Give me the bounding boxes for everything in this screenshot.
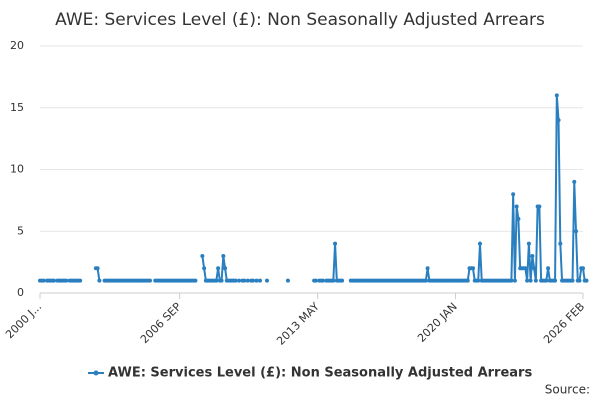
point <box>221 253 226 258</box>
point <box>313 278 318 283</box>
point <box>214 278 219 283</box>
point <box>530 253 535 258</box>
point <box>254 278 259 283</box>
point <box>525 278 530 283</box>
point <box>216 266 221 271</box>
x-tick-label: 2006 SEP <box>138 300 184 346</box>
line <box>350 95 587 282</box>
point <box>537 204 542 209</box>
x-tick-label: 2000 J... <box>3 300 44 341</box>
point <box>556 118 561 123</box>
point <box>242 278 247 283</box>
point <box>523 266 528 271</box>
point <box>528 278 533 283</box>
point <box>219 278 224 283</box>
point <box>546 266 551 271</box>
point <box>558 241 563 246</box>
point <box>264 278 269 283</box>
point <box>471 266 476 271</box>
x-tick-label: 2026 FEB <box>541 300 587 346</box>
point <box>233 278 238 283</box>
point <box>193 278 198 283</box>
source: Source: <box>545 383 590 397</box>
point <box>41 278 46 283</box>
point <box>340 278 345 283</box>
point <box>577 278 582 283</box>
point <box>333 241 338 246</box>
point <box>331 278 336 283</box>
point <box>285 278 290 283</box>
point <box>257 278 262 283</box>
point <box>512 278 517 283</box>
y-tick-label: 15 <box>10 101 24 114</box>
y-tick-label: 20 <box>10 39 24 52</box>
point <box>95 266 100 271</box>
point <box>572 179 577 184</box>
y-tick-label: 10 <box>10 163 24 176</box>
point <box>511 192 516 197</box>
point <box>237 278 242 283</box>
point <box>526 241 531 246</box>
point <box>78 278 83 283</box>
point <box>516 216 521 221</box>
point <box>223 266 228 271</box>
legend-marker <box>93 370 99 376</box>
point <box>147 278 152 283</box>
y-tick-label: 0 <box>17 286 24 299</box>
point <box>251 278 256 283</box>
point <box>584 278 589 283</box>
point <box>514 204 519 209</box>
point <box>581 266 585 271</box>
point <box>532 266 537 271</box>
point <box>570 278 575 283</box>
point <box>423 278 428 283</box>
point <box>533 278 538 283</box>
point <box>202 266 207 271</box>
point <box>509 278 514 283</box>
y-tick-label: 5 <box>17 224 24 237</box>
point <box>554 93 559 98</box>
x-tick-label: 2013 MAY <box>274 300 322 348</box>
point <box>544 278 549 283</box>
point <box>97 278 102 283</box>
point <box>320 278 325 283</box>
point <box>553 278 558 283</box>
legend-label: AWE: Services Level (£): Non Seasonally … <box>108 366 532 381</box>
point <box>465 278 470 283</box>
point <box>477 241 482 246</box>
point <box>425 266 430 271</box>
point <box>64 278 69 283</box>
point <box>574 229 579 234</box>
point <box>245 278 250 283</box>
x-tick-label: 2020 JAN <box>415 300 460 345</box>
point <box>51 278 56 283</box>
chart-title: AWE: Services Level (£): Non Seasonally … <box>55 10 545 30</box>
point <box>476 278 481 283</box>
point <box>200 253 205 258</box>
line <box>326 243 343 282</box>
